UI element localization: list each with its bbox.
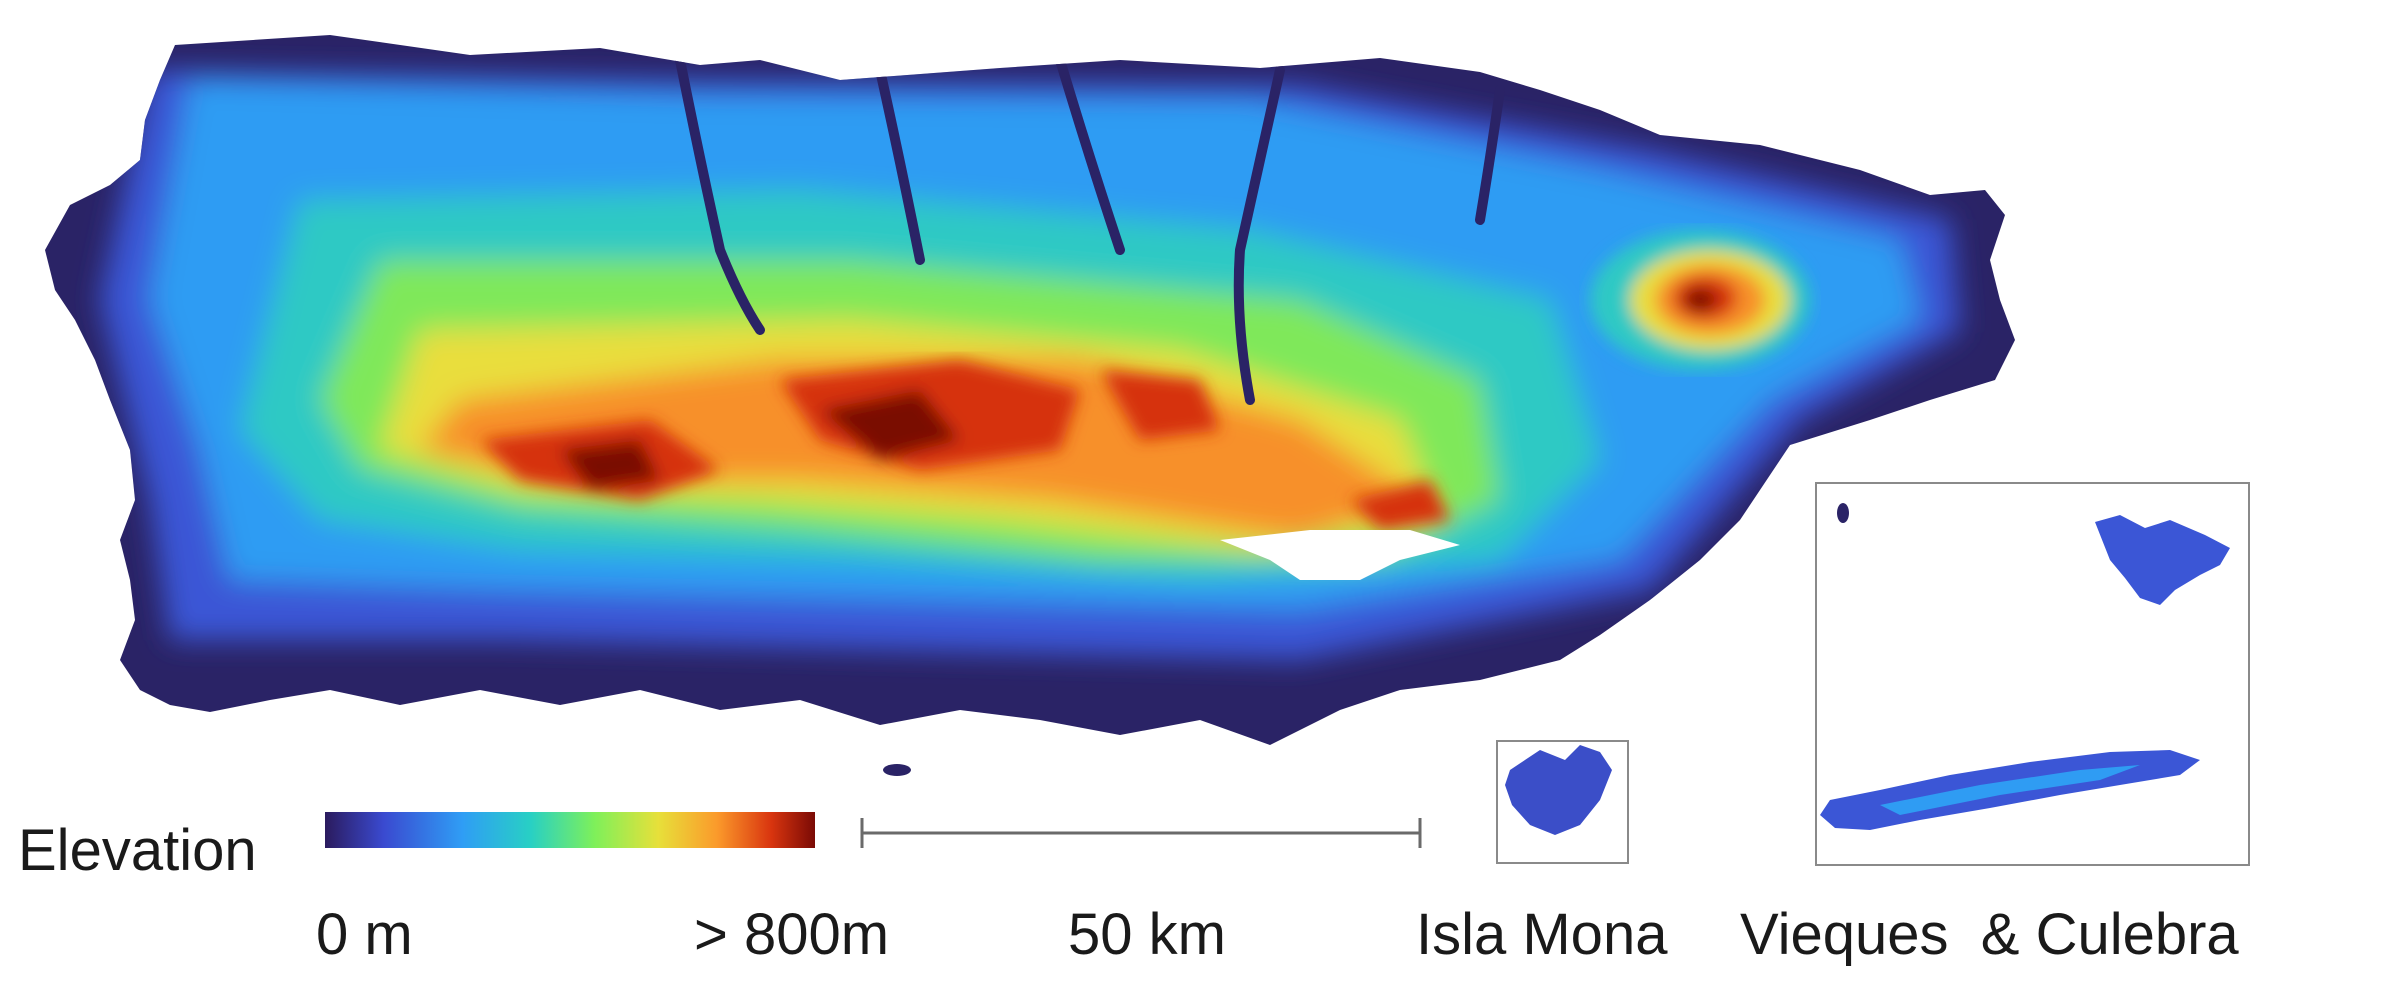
isla-mona-label: Isla Mona: [1416, 902, 1668, 967]
vieques-island: [1820, 750, 2200, 830]
legend-max-label: > 800m: [694, 902, 890, 967]
legend-title: Elevation: [18, 818, 257, 883]
isla-mona-inset-frame: [1496, 740, 1629, 864]
vieques-culebra-label: Vieques & Culebra: [1740, 902, 2239, 967]
culebra-island: [2095, 515, 2230, 605]
scale-bar-label: 50 km: [1068, 902, 1226, 967]
isla-mona-island: [1505, 745, 1612, 835]
scale-bar: [860, 818, 1422, 848]
small-islet: [883, 764, 911, 776]
vieques-culebra-inset-frame: [1815, 482, 2250, 866]
legend-colorbar: [325, 812, 815, 848]
small-key-islet: [1837, 503, 1849, 523]
legend-min-label: 0 m: [316, 902, 413, 967]
puerto-rico-main-island: [45, 35, 2015, 745]
